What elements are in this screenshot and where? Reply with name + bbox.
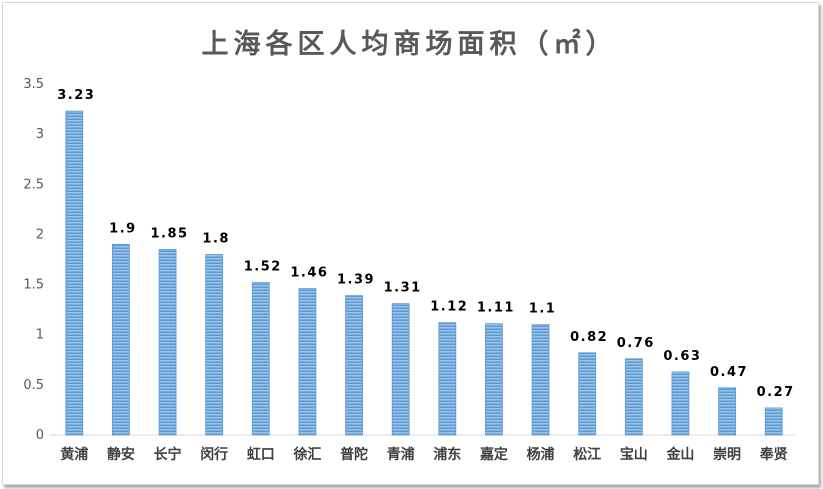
y-tick-label: 2.5 <box>23 177 44 192</box>
x-tick-label: 青浦 <box>387 446 415 463</box>
data-label: 0.27 <box>757 385 795 400</box>
x-tick-label: 崇明 <box>713 446 741 463</box>
bar <box>624 358 643 436</box>
chart-title: 上海各区人均商场面积（㎡） <box>201 29 618 60</box>
data-label: 1.9 <box>109 221 137 236</box>
data-label: 0.76 <box>617 336 655 351</box>
y-tick-label: 0 <box>36 428 44 443</box>
x-tick-label: 松江 <box>573 446 601 463</box>
x-tick-label: 徐汇 <box>292 446 321 463</box>
data-label: 1.1 <box>529 302 557 317</box>
data-label: 1.52 <box>244 260 282 275</box>
data-label: 1.85 <box>151 226 189 241</box>
bar <box>764 407 783 436</box>
x-tick-label: 黄浦 <box>60 446 88 463</box>
x-tick-label: 嘉定 <box>479 446 508 463</box>
bar <box>345 295 363 436</box>
bar <box>65 110 84 436</box>
bar <box>578 352 597 436</box>
data-label: 0.82 <box>570 330 608 345</box>
bar <box>158 249 177 436</box>
bar <box>205 254 224 436</box>
bar <box>671 371 690 436</box>
data-label: 0.47 <box>710 365 748 380</box>
y-tick-label: 3.5 <box>23 77 44 92</box>
x-tick-label: 浦东 <box>433 446 461 463</box>
data-label: 1.39 <box>337 273 375 288</box>
y-tick-label: 0.5 <box>23 378 44 393</box>
y-tick-label: 1.5 <box>23 278 44 293</box>
x-tick-label: 普陀 <box>340 446 368 463</box>
x-tick-label: 杨浦 <box>527 446 555 463</box>
data-label: 0.63 <box>663 349 701 364</box>
bar <box>485 323 503 436</box>
data-label: 1.46 <box>290 266 328 281</box>
bar <box>112 244 130 436</box>
bar <box>298 288 317 436</box>
bar <box>531 324 550 436</box>
x-tick-label: 静安 <box>107 446 135 463</box>
bar <box>718 387 736 436</box>
x-tick-label: 闵行 <box>200 446 228 463</box>
data-label: 1.11 <box>477 301 515 316</box>
y-tick-label: 3 <box>36 127 44 142</box>
x-tick-label: 虹口 <box>247 447 275 463</box>
data-label: 1.31 <box>384 281 422 296</box>
data-label: 3.23 <box>57 88 95 103</box>
y-tick-label: 2 <box>36 227 44 242</box>
x-tick-label: 金山 <box>665 446 694 463</box>
bar <box>438 322 457 436</box>
x-tick-label: 奉贤 <box>760 446 788 463</box>
bar <box>391 303 410 436</box>
data-label: 1.8 <box>202 231 230 246</box>
x-tick-label: 长宁 <box>154 446 182 463</box>
bar <box>251 282 270 436</box>
x-tick-label: 宝山 <box>620 446 648 463</box>
data-label: 1.12 <box>430 300 468 315</box>
y-tick-label: 1 <box>36 328 44 343</box>
